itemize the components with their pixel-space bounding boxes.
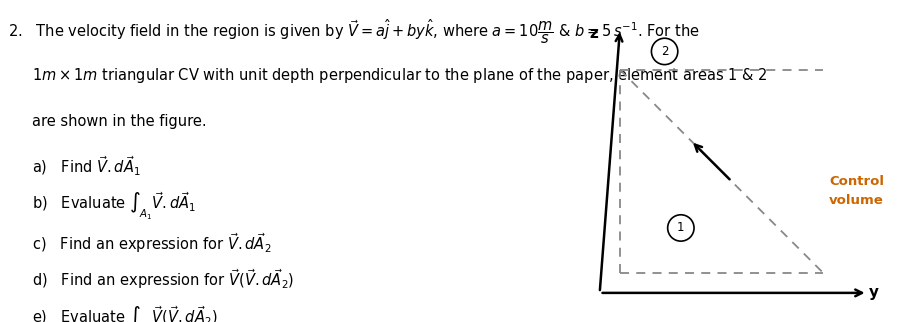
Text: 2: 2 xyxy=(661,45,668,58)
Text: b)   Evaluate $\int_{A_1} \vec{V}.d\vec{A}_1$: b) Evaluate $\int_{A_1} \vec{V}.d\vec{A}… xyxy=(32,191,196,222)
Text: $1m \times 1m$ triangular CV with unit depth perpendicular to the plane of the p: $1m \times 1m$ triangular CV with unit d… xyxy=(32,66,768,85)
Text: z: z xyxy=(589,26,598,41)
Text: are shown in the figure.: are shown in the figure. xyxy=(32,114,206,129)
Text: y: y xyxy=(868,285,878,300)
Text: e)   Evaluate $\int_{A_2} \vec{V}(\vec{V}.d\vec{A}_2)$: e) Evaluate $\int_{A_2} \vec{V}(\vec{V}.… xyxy=(32,304,217,322)
Text: a)   Find $\vec{V}.d\vec{A}_1$: a) Find $\vec{V}.d\vec{A}_1$ xyxy=(32,155,140,178)
Text: c)   Find an expression for $\vec{V}.d\vec{A}_2$: c) Find an expression for $\vec{V}.d\vec… xyxy=(32,231,271,255)
Text: 2.   The velocity field in the region is given by $\vec{V} = a\hat{j} + by\hat{k: 2. The velocity field in the region is g… xyxy=(7,18,699,46)
Text: Control
volume: Control volume xyxy=(829,175,884,207)
Text: 1: 1 xyxy=(677,222,685,234)
Text: d)   Find an expression for $\vec{V}(\vec{V}.d\vec{A}_2)$: d) Find an expression for $\vec{V}(\vec{… xyxy=(32,267,294,291)
